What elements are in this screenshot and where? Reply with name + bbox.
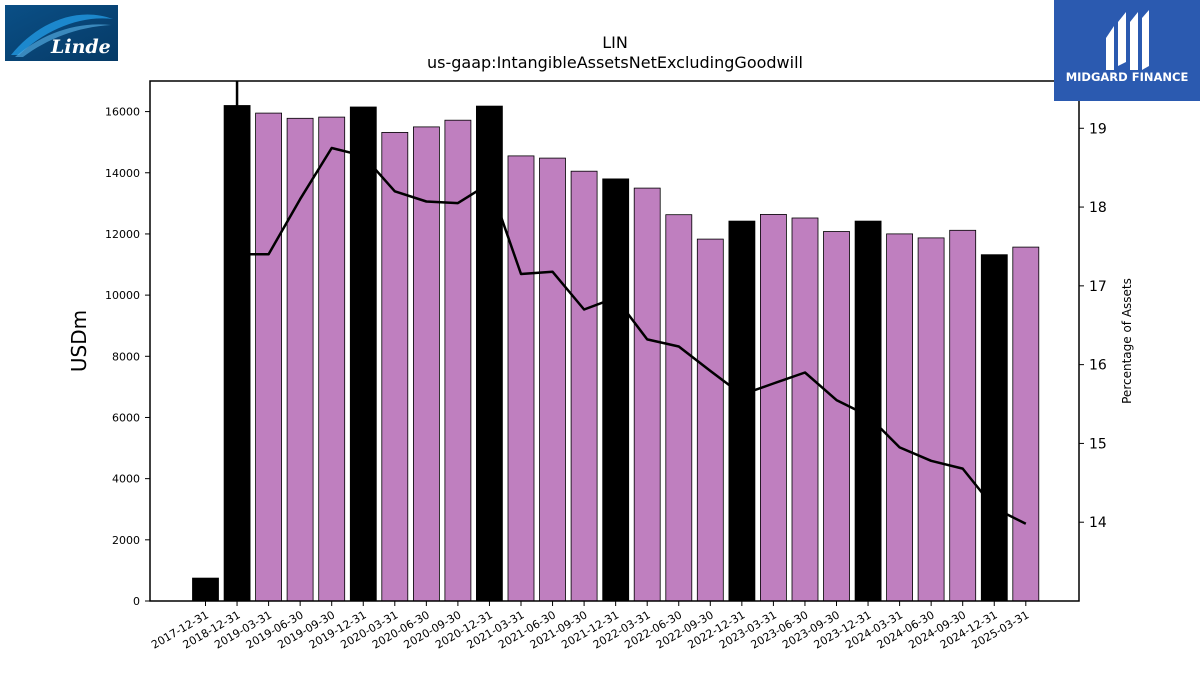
bar-2024-03-31 [886,233,913,602]
chart-subtitle: us-gaap:IntangibleAssetsNetExcludingGood… [427,53,803,72]
bar-2020-12-31 [475,105,503,602]
chart-title: LIN [602,33,628,52]
bar-2021-03-31 [507,155,535,602]
bar-2022-12-31 [728,220,756,602]
bar-2017-12-31 [192,577,219,602]
y-tick-label: 12000 [105,228,140,241]
bar-2019-09-30 [318,116,346,602]
y-tick-label: 14000 [105,167,140,180]
y-tick-label: 4000 [112,473,140,486]
bar-2019-06-30 [286,117,314,602]
y-right-tick-label: 15 [1089,436,1107,452]
midgard-logo-text: MIDGARD FINANCE [1066,70,1189,84]
bar-2021-12-31 [602,178,630,602]
bar-2024-09-30 [949,229,977,602]
y-tick-label: 6000 [112,411,140,424]
bar-2023-06-30 [791,217,819,602]
bar-2023-09-30 [823,231,850,602]
bar-2019-03-31 [255,112,283,602]
y-tick-label: 8000 [112,350,140,363]
bar-2025-03-31 [1012,246,1040,602]
y-tick-label: 0 [133,595,140,608]
bar-2023-03-31 [760,213,787,602]
y-tick-label: 2000 [112,534,140,547]
y-right-tick-label: 17 [1089,279,1107,295]
bar-2022-03-31 [633,187,661,602]
bar-2021-09-30 [570,170,598,602]
y-right-tick-label: 19 [1089,121,1107,137]
y-tick-label: 10000 [105,289,140,302]
linde-logo-text: Linde [50,36,111,58]
bar-2022-06-30 [665,214,693,602]
y-right-tick-label: 18 [1089,200,1107,216]
y-right-tick-label: 16 [1089,358,1107,374]
plot-area: 0 2000 4000 6000 8000 10000 12000 14000 16000 14 1… [105,80,1107,652]
bar-2020-09-30 [444,119,472,602]
bar-2020-03-31 [381,131,409,602]
bar-2020-06-30 [412,126,440,602]
bar-2022-09-30 [696,238,724,602]
midgard-finance-logo: MIDGARD FINANCE [1054,0,1200,101]
y-axis-label-left: USDm [67,310,91,372]
bar-2021-06-30 [539,157,566,602]
linde-logo: Linde [5,5,118,61]
y-axis-label-right: Percentage of Assets [1120,278,1134,404]
bar-2024-06-30 [917,237,945,602]
midgard-emblem-icon [1106,10,1149,70]
bar-2024-12-31 [980,254,1008,602]
bar-2019-12-31 [349,106,377,602]
y-tick-label: 16000 [105,106,140,119]
plot-frame [149,80,1080,602]
line-percentage-of-assets [237,146,1027,525]
y-right-tick-label: 14 [1089,515,1107,531]
